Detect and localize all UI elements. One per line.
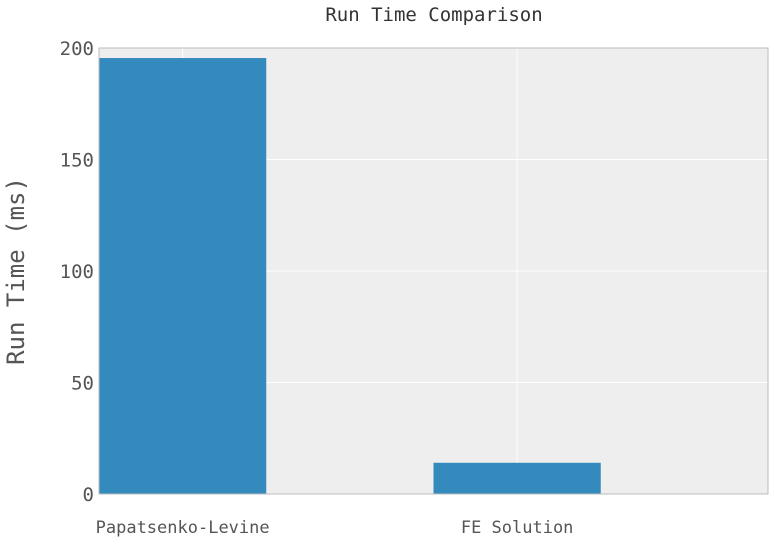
y-tick-labels: 0 50 100 150 200 — [60, 38, 94, 506]
y-axis-label: Run Time (ms) — [2, 177, 30, 365]
y-tick-label: 0 — [83, 484, 94, 506]
y-tick-label: 50 — [71, 373, 94, 395]
x-tick-label: Papatsenko-Levine — [96, 518, 270, 538]
plot-frame — [98, 47, 769, 495]
x-tick-labels: Papatsenko-Levine FE Solution — [96, 518, 574, 538]
x-tick-label: FE Solution — [461, 518, 574, 538]
chart-title: Run Time Comparison — [325, 4, 542, 26]
bar-1 — [433, 462, 601, 494]
y-tick-label: 150 — [60, 150, 94, 172]
y-tick-label: 200 — [60, 38, 94, 60]
bars — [99, 58, 601, 494]
y-tick-label: 100 — [60, 261, 94, 283]
bar-0 — [99, 58, 267, 494]
